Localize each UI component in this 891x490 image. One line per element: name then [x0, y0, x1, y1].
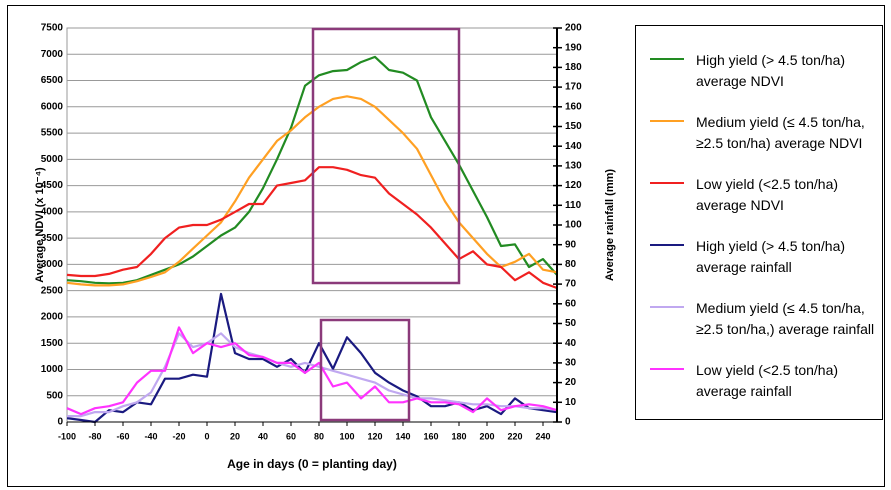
x-tick-label: -60 [116, 431, 129, 441]
y2-tick-label: 100 [565, 220, 582, 231]
x-tick-label: -100 [58, 431, 76, 441]
y2-tick-label: 200 [565, 23, 582, 34]
y2-tick-label: 80 [565, 259, 577, 270]
legend-item: High yield (> 4.5 ton/ha) average rainfa… [636, 236, 882, 298]
y2-tick-label: 60 [565, 298, 577, 309]
x-tick-label: 180 [451, 431, 466, 441]
y2-tick-label: 130 [565, 161, 582, 172]
y-axis-title: Average NDVI (x 10⁻⁴) [34, 167, 46, 283]
legend-label: Low yield (<2.5 ton/ha) average rainfall [696, 362, 839, 399]
y2-tick-label: 180 [565, 62, 582, 73]
y-tick-label: 0 [57, 417, 63, 428]
y2-tick-label: 10 [565, 397, 577, 408]
highlight-box [319, 318, 411, 422]
legend-item: Medium yield (≤ 4.5 ton/ha, ≥2.5 ton/ha,… [636, 298, 882, 360]
legend-swatch [650, 306, 684, 308]
y-tick-label: 5500 [41, 128, 64, 139]
y-tick-label: 1500 [41, 338, 64, 349]
x-tick-label: 240 [535, 431, 550, 441]
x-tick-label: -20 [172, 431, 185, 441]
y-tick-label: 2500 [41, 285, 64, 296]
x-tick-label: 140 [395, 431, 410, 441]
y2-tick-label: 120 [565, 180, 582, 191]
y2-tick-label: 50 [565, 318, 577, 329]
x-tick-label: -40 [144, 431, 157, 441]
y2-tick-label: 170 [565, 82, 582, 93]
y-tick-label: 6000 [41, 101, 64, 112]
legend-label: Medium yield (≤ 4.5 ton/ha, ≥2.5 ton/ha,… [696, 300, 875, 337]
y2-tick-label: 150 [565, 121, 582, 132]
legend-swatch [650, 182, 684, 184]
y-tick-label: 4000 [41, 207, 64, 218]
legend-item: Medium yield (≤ 4.5 ton/ha, ≥2.5 ton/ha)… [636, 112, 882, 174]
y-tick-label: 4500 [41, 180, 64, 191]
y2-tick-label: 190 [565, 42, 582, 53]
y-tick-label: 6500 [41, 75, 64, 86]
x-tick-label: 0 [204, 431, 209, 441]
y2-tick-label: 0 [565, 417, 571, 428]
legend-item: Low yield (<2.5 ton/ha) average NDVI [636, 174, 882, 236]
x-tick-label: 120 [367, 431, 382, 441]
x-tick-label: 160 [423, 431, 438, 441]
x-tick-label: 200 [479, 431, 494, 441]
y-tick-label: 500 [46, 390, 63, 401]
y2-tick-label: 110 [565, 200, 582, 211]
x-tick-label: 20 [230, 431, 240, 441]
y-tick-label: 2000 [41, 312, 64, 323]
y-tick-label: 3500 [41, 233, 64, 244]
y2-tick-label: 160 [565, 101, 582, 112]
y-tick-label: 3000 [41, 259, 64, 270]
y-tick-label: 7500 [41, 23, 64, 34]
y2-tick-label: 20 [565, 377, 577, 388]
y2-tick-label: 30 [565, 358, 577, 369]
x-tick-label: 60 [286, 431, 296, 441]
x-tick-label: -80 [88, 431, 101, 441]
legend-label: Low yield (<2.5 ton/ha) average NDVI [696, 176, 839, 213]
legend-label: High yield (> 4.5 ton/ha) average NDVI [696, 52, 846, 89]
y-tick-label: 1000 [41, 364, 64, 375]
x-tick-label: 100 [339, 431, 354, 441]
series-line [66, 326, 558, 416]
legend-swatch [650, 244, 684, 246]
legend-swatch [650, 120, 684, 122]
legend-swatch [650, 58, 684, 60]
highlight-box [311, 27, 461, 285]
y2-tick-label: 40 [565, 338, 577, 349]
legend-item: Low yield (<2.5 ton/ha) average rainfall [636, 360, 882, 422]
frame [7, 5, 885, 487]
y2-tick-label: 70 [565, 279, 577, 290]
y2-tick-label: 140 [565, 141, 582, 152]
x-tick-label: 40 [258, 431, 268, 441]
x-axis-title: Age in days (0 = planting day) [227, 457, 397, 471]
x-tick-label: 80 [314, 431, 324, 441]
y-tick-label: 5000 [41, 154, 64, 165]
legend-item: High yield (> 4.5 ton/ha) average NDVI [636, 50, 882, 112]
legend-label: Medium yield (≤ 4.5 ton/ha, ≥2.5 ton/ha)… [696, 114, 865, 151]
y2-axis-title: Average rainfall (mm) [604, 169, 616, 281]
legend: High yield (> 4.5 ton/ha) average NDVI Me… [635, 25, 883, 420]
y2-tick-label: 90 [565, 239, 577, 250]
x-tick-label: 220 [507, 431, 522, 441]
legend-swatch [650, 368, 684, 370]
series-line [67, 332, 558, 418]
y-tick-label: 7000 [41, 49, 64, 60]
legend-label: High yield (> 4.5 ton/ha) average rainfa… [696, 238, 846, 275]
